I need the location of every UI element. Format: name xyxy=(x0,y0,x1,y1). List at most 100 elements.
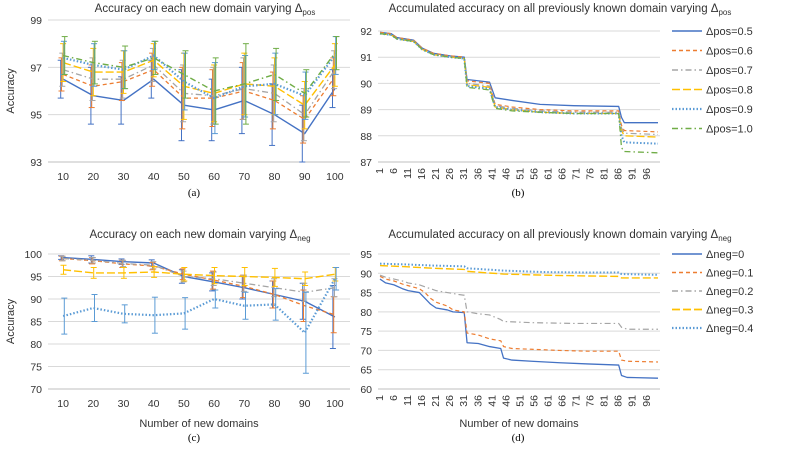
series-line xyxy=(62,59,336,106)
x-tick-label: 41 xyxy=(486,168,498,180)
y-tick-label: 75 xyxy=(360,326,372,338)
legend-label: Δpos=0.6 xyxy=(706,46,753,58)
series-2 xyxy=(59,47,338,142)
y-tick-label: 65 xyxy=(360,365,372,377)
x-tick-label: 16 xyxy=(416,168,428,180)
y-tick-label: 90 xyxy=(360,268,372,280)
x-tick-label: 46 xyxy=(500,168,512,180)
legend-label: Δneg=0.4 xyxy=(706,323,753,335)
x-tick-label: 31 xyxy=(458,168,470,180)
x-tick-label: 100 xyxy=(326,171,344,183)
y-tick-label: 91 xyxy=(360,52,372,64)
y-tick-label: 75 xyxy=(30,362,42,374)
x-tick-label: 26 xyxy=(444,168,456,180)
y-tick-label: 70 xyxy=(30,384,42,396)
series-line xyxy=(379,32,659,154)
x-tick-label: 86 xyxy=(613,168,625,180)
chart-title: Accumulated accuracy on all previously k… xyxy=(389,3,732,17)
x-tick-label: 1 xyxy=(374,395,386,401)
x-tick-label: 66 xyxy=(557,168,569,180)
series-4 xyxy=(61,267,340,374)
series-line xyxy=(379,275,659,363)
x-tick-label: 70 xyxy=(238,171,250,183)
x-tick-label: 20 xyxy=(87,171,99,183)
x-tick-label: 56 xyxy=(528,395,540,407)
x-tick-label: 76 xyxy=(585,395,597,407)
series-line xyxy=(62,52,336,95)
series-0 xyxy=(57,59,336,163)
x-tick-label: 81 xyxy=(599,395,611,407)
legend-label: Δpos=0.9 xyxy=(706,104,753,116)
series-line xyxy=(63,257,335,293)
x-tick-label: 1 xyxy=(374,168,386,174)
y-tick-label: 88 xyxy=(360,131,372,143)
x-tick-label: 20 xyxy=(87,398,99,410)
x-tick-label: 21 xyxy=(430,168,442,180)
series-line xyxy=(379,274,658,330)
x-tick-label: 6 xyxy=(388,168,400,174)
legend: Δneg=0 Δneg=0.1 Δneg=0.2 Δneg=0.3 Δneg=0.4 xyxy=(672,249,753,335)
legend-label: Δneg=0.1 xyxy=(706,268,753,280)
x-tick-label: 41 xyxy=(486,395,498,407)
series-line xyxy=(63,256,336,318)
x-tick-label: 11 xyxy=(402,395,414,406)
y-tick-label: 93 xyxy=(30,157,42,169)
series-line xyxy=(63,269,336,280)
y-tick-label: 80 xyxy=(360,307,372,319)
series-5 xyxy=(61,36,340,125)
y-tick-label: 60 xyxy=(360,384,372,396)
series-4 xyxy=(60,36,339,135)
x-tick-label: 66 xyxy=(557,395,569,407)
x-tick-label: 31 xyxy=(458,395,470,407)
legend-label: Δneg=0.2 xyxy=(706,286,753,298)
x-tick-label: 90 xyxy=(299,171,311,183)
y-tick-label: 89 xyxy=(360,105,372,117)
y-tick-label: 85 xyxy=(360,288,372,300)
series-3 xyxy=(60,43,338,130)
figure-caption: (d) xyxy=(512,432,525,444)
x-tick-label: 100 xyxy=(326,398,344,410)
x-tick-label: 11 xyxy=(402,168,414,179)
x-tick-label: 6 xyxy=(388,395,400,401)
series-line xyxy=(379,31,658,124)
x-tick-label: 91 xyxy=(627,395,639,407)
y-tick-label: 99 xyxy=(30,15,42,27)
x-tick-label: 90 xyxy=(299,398,311,410)
legend-label: Δpos=0.8 xyxy=(706,85,753,97)
series-0 xyxy=(58,255,336,349)
chart-title: Accumulated accuracy on all previously k… xyxy=(388,229,731,243)
x-tick-label: 60 xyxy=(208,398,220,410)
x-tick-label: 30 xyxy=(118,171,130,183)
x-tick-label: 40 xyxy=(148,171,160,183)
x-tick-label: 10 xyxy=(57,171,69,183)
legend-label: Δpos=0.7 xyxy=(706,65,753,77)
y-axis-label: Accuracy xyxy=(5,298,17,344)
y-axis-label: Accuracy xyxy=(5,68,17,114)
x-tick-label: 81 xyxy=(599,168,611,180)
x-tick-label: 80 xyxy=(269,171,281,183)
x-tick-label: 76 xyxy=(585,168,597,180)
legend-label: Δneg=0 xyxy=(706,249,744,261)
series-line xyxy=(62,64,336,116)
x-tick-label: 36 xyxy=(472,395,484,407)
y-tick-label: 70 xyxy=(360,345,372,357)
series-line xyxy=(62,278,336,334)
x-tick-label: 71 xyxy=(571,168,583,180)
y-tick-label: 95 xyxy=(30,110,42,122)
y-tick-label: 87 xyxy=(360,157,372,169)
series-line xyxy=(379,278,659,379)
figure-caption: (c) xyxy=(188,432,201,444)
y-tick-label: 80 xyxy=(30,339,42,351)
x-axis-label: Number of new domains xyxy=(139,418,259,430)
series-3 xyxy=(60,264,339,287)
chart-b: Accumulated accuracy on all previously k… xyxy=(360,3,753,199)
x-tick-label: 16 xyxy=(416,395,428,407)
x-tick-label: 91 xyxy=(627,168,639,180)
series-line xyxy=(62,78,336,135)
y-tick-label: 97 xyxy=(30,62,42,74)
x-tick-label: 61 xyxy=(542,395,554,407)
x-tick-label: 96 xyxy=(641,395,653,407)
y-tick-label: 92 xyxy=(360,26,372,38)
x-tick-label: 96 xyxy=(641,168,653,180)
